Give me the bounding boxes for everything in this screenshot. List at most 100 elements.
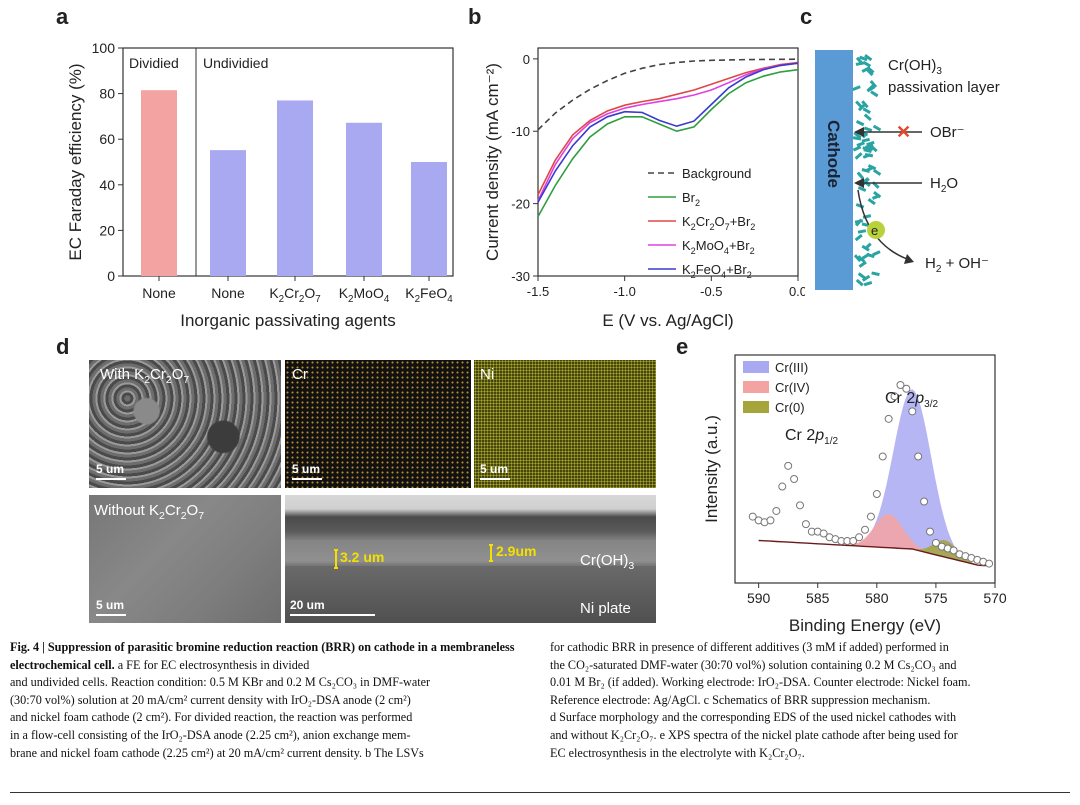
passivation-layer — [852, 54, 882, 287]
y-axis-label: Current density (mA cm⁻²) — [483, 63, 502, 261]
y-tick-label: -30 — [511, 269, 530, 284]
x-tick-label-1: None — [211, 285, 245, 301]
y-tick-label: 0 — [523, 52, 530, 67]
sem-with-tile — [89, 360, 281, 488]
cathode-label: Cathode — [824, 120, 843, 188]
caption-column-right: for cathodic BRR in presence of differen… — [550, 639, 1075, 762]
y-tick-label: 60 — [99, 131, 115, 147]
layer-dash — [864, 54, 873, 62]
series-line-4 — [537, 62, 799, 203]
data-point-7 — [772, 506, 781, 515]
data-point-11 — [796, 501, 804, 510]
cr-oh3-layer-band — [285, 540, 656, 566]
y-tick-label: 40 — [99, 177, 115, 193]
eds-cr-tile — [285, 360, 471, 488]
eds-ni-label: Ni — [480, 366, 495, 383]
panel-c-letter: c — [800, 4, 813, 29]
data-point-33 — [926, 527, 934, 536]
legend-label-3: K2MoO4+Br2 — [682, 238, 755, 256]
panel-c-schematic: Cathode Cr(OH)3 passivation layer ✕ OBr⁻… — [815, 50, 1000, 290]
legend-label-0: Cr(III) — [775, 360, 808, 375]
layer-dash — [852, 136, 862, 141]
data-point-27 — [890, 392, 899, 401]
layer-dash — [861, 100, 869, 109]
caption-sep: | — [39, 640, 48, 654]
layer-dash — [866, 252, 875, 259]
series-line-1 — [537, 68, 799, 217]
plot-frame — [734, 354, 996, 584]
product-arrowhead — [904, 254, 914, 264]
layer-dash — [857, 229, 867, 234]
data-point-28 — [896, 381, 905, 389]
eds-cr-scalebar — [292, 478, 322, 480]
data-point-26 — [884, 414, 893, 423]
legend-swatch-0 — [743, 361, 769, 373]
layer-dash — [856, 141, 865, 147]
caption-title: Suppression of parasitic bromine reducti… — [10, 640, 515, 672]
layer-dash — [871, 271, 880, 277]
data-point-8 — [778, 482, 787, 491]
x-axis-label: Binding Energy (eV) — [789, 616, 941, 635]
panel-e-xps-chart: 590 585 580 575 570 Binding Energy (eV) Intens… — [702, 354, 1007, 635]
bar-4 — [411, 162, 447, 276]
layer-dash — [861, 168, 871, 174]
series-line-3 — [537, 62, 799, 202]
eds-cr-scale: 5 um — [292, 462, 321, 476]
panel-a-bar-chart: 0 20 40 60 80 100 Dividied Undividied None None K2… — [66, 40, 454, 330]
product-arrow — [857, 189, 911, 261]
layer-dash — [873, 191, 882, 199]
caption-fig: Fig. 4 — [10, 640, 40, 654]
electron-label: e — [871, 223, 878, 238]
layer-dash — [853, 131, 862, 139]
layer-dash — [855, 278, 864, 287]
y-axis-label: EC Faraday efficiency (%) — [66, 63, 85, 260]
obr-label: OBr⁻ — [930, 124, 965, 141]
x-tick-label: -1.5 — [527, 284, 549, 299]
x-tick-label: -1.0 — [613, 284, 635, 299]
layer-dash — [854, 219, 864, 224]
data-point-21 — [855, 533, 864, 542]
layer-dash — [863, 126, 873, 132]
layer-dash — [852, 145, 862, 152]
caption-col1-line-1: and undivided cells. Reaction condition:… — [10, 675, 431, 690]
layer-dash — [852, 85, 861, 92]
layer-dash — [853, 254, 862, 263]
peak-label-0: Cr 2p1/2 — [785, 427, 838, 447]
y-tick-label: -10 — [511, 124, 530, 139]
legend-label-2: Cr(0) — [775, 400, 805, 415]
x-tick-label-3: K2MoO4 — [339, 285, 390, 305]
x-tick-label: 580 — [865, 590, 889, 606]
layer-dash — [870, 90, 879, 98]
data-point-23 — [866, 512, 875, 521]
legend-label-2: K2Cr2O7+Br2 — [682, 214, 755, 232]
y-tick-label: 80 — [99, 86, 115, 102]
layer-dash — [869, 144, 878, 153]
layer-dash — [872, 124, 882, 132]
y-tick-label: 0 — [107, 268, 115, 284]
layer-dash — [854, 233, 863, 242]
panel-a-letter: a — [56, 4, 69, 29]
panel-e-letter: e — [676, 334, 689, 359]
layer-dash — [863, 148, 872, 154]
bar-3 — [346, 122, 382, 276]
caption-col1-line-4: in a flow-cell consisting of the IrO₂-DS… — [10, 727, 411, 742]
x-tick-label: 590 — [747, 590, 771, 606]
ni-plate-label: Ni plate — [580, 600, 631, 617]
thickness-marker-1 — [334, 549, 338, 569]
thickness-label-1: 3.2 um — [340, 549, 385, 565]
data-point-25 — [878, 452, 887, 461]
layer-label-1: Cr(OH)3 — [888, 57, 942, 77]
sem-without-label: Without K2Cr2O7 — [94, 502, 205, 522]
caption-col2-line-2: 0.01 M Br₂ (if added). Working electrode… — [550, 675, 971, 690]
data-point-20 — [849, 537, 858, 546]
layer-dash — [855, 120, 865, 127]
eds-ni-scalebar — [480, 478, 510, 480]
data-point-30 — [908, 407, 917, 416]
sem-without-scale: 5 um — [96, 598, 125, 612]
y-axis-label: Intensity (a.u.) — [702, 415, 721, 523]
page-rule — [10, 792, 1070, 793]
data-point-31 — [914, 452, 923, 461]
thickness-label-2: 2.9um — [496, 543, 537, 559]
data-point-6 — [766, 516, 775, 525]
h2o-label: H2O — [930, 175, 958, 195]
